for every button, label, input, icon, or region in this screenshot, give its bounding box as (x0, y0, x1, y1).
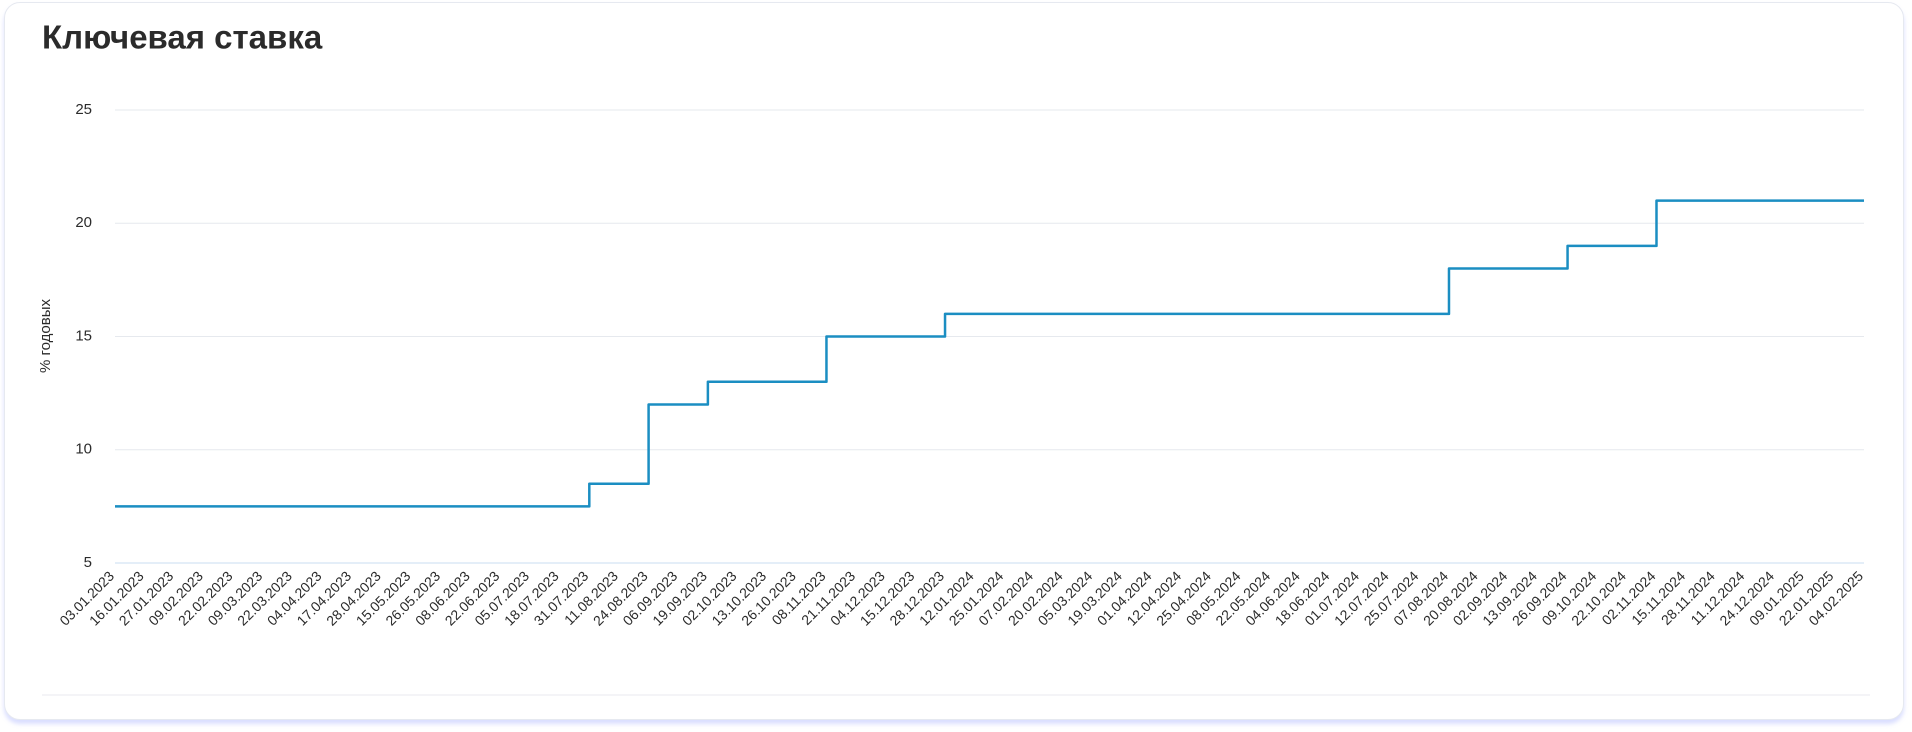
chart-title: Ключевая ставка (42, 19, 323, 56)
y-tick-label: 10 (75, 441, 92, 458)
rate-line (115, 199, 1864, 508)
y-tick-label: 5 (84, 554, 92, 571)
y-tick-label: 25 (75, 101, 92, 118)
y-axis-label: % годовых (37, 299, 54, 374)
y-tick-label: 20 (75, 214, 92, 231)
chart-card (4, 2, 1904, 720)
y-tick-label: 15 (75, 327, 92, 344)
